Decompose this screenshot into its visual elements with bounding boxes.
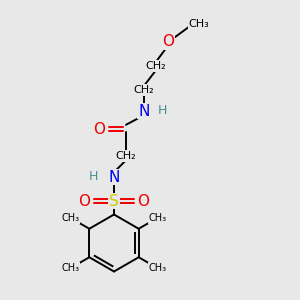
Text: CH₂: CH₂ bbox=[116, 151, 136, 161]
Text: N: N bbox=[138, 103, 150, 118]
Text: CH₂: CH₂ bbox=[134, 85, 154, 95]
Text: CH₃: CH₃ bbox=[148, 263, 166, 273]
Text: CH₃: CH₃ bbox=[61, 213, 80, 223]
Text: H: H bbox=[157, 104, 167, 118]
Text: CH₂: CH₂ bbox=[146, 61, 166, 71]
Text: CH₃: CH₃ bbox=[148, 213, 166, 223]
Text: CH₃: CH₃ bbox=[188, 19, 209, 29]
Text: O: O bbox=[94, 122, 106, 136]
Text: O: O bbox=[79, 194, 91, 208]
Text: N: N bbox=[108, 169, 120, 184]
Text: O: O bbox=[162, 34, 174, 50]
Text: S: S bbox=[109, 194, 119, 208]
Text: H: H bbox=[88, 170, 98, 184]
Text: CH₃: CH₃ bbox=[61, 263, 80, 273]
Text: O: O bbox=[137, 194, 149, 208]
